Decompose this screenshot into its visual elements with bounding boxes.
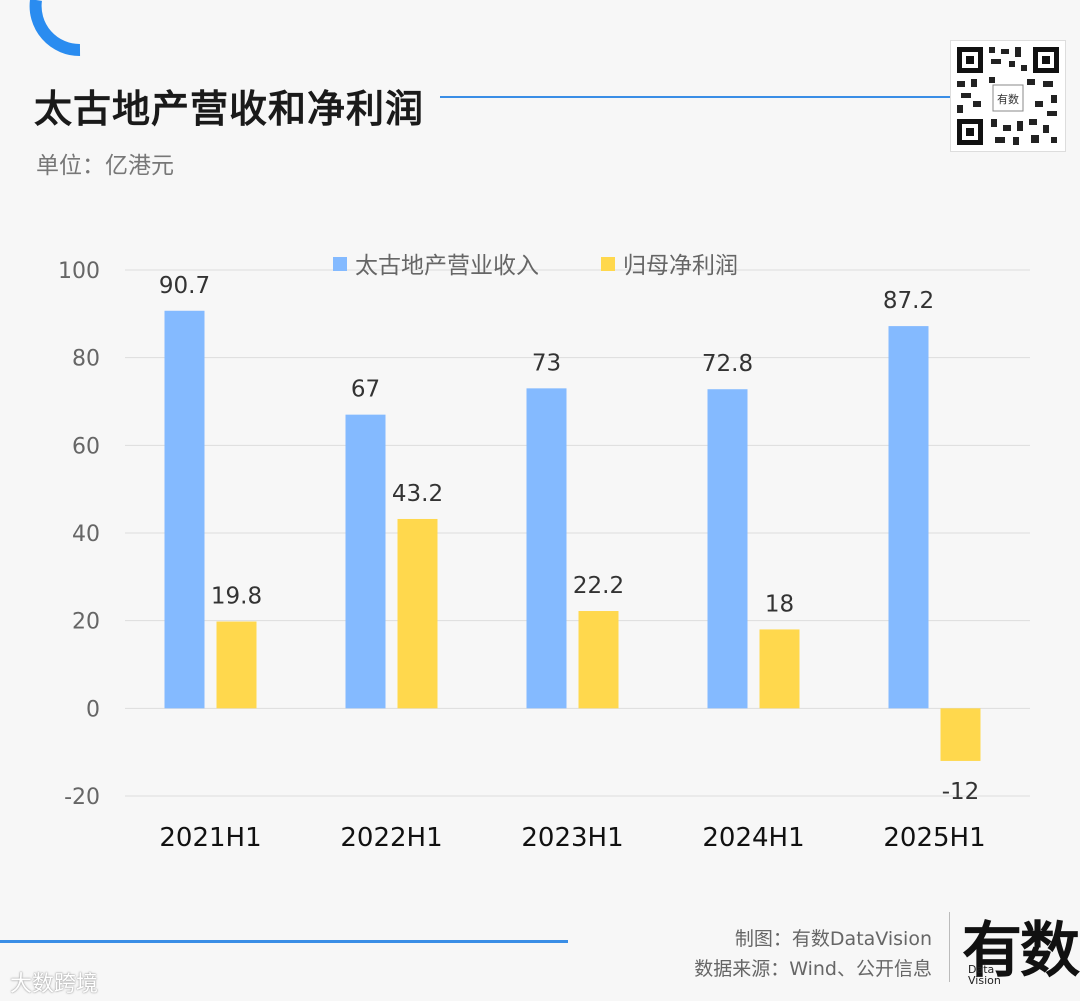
data-label: 43.2 bbox=[392, 481, 443, 507]
data-label: 19.8 bbox=[211, 584, 262, 610]
brand-logo: 有数 bbox=[962, 916, 1080, 986]
profit-bar bbox=[216, 621, 257, 709]
unit-label: 单位：亿港元 bbox=[36, 153, 174, 179]
profit-bar bbox=[940, 708, 981, 761]
y-tick-label: 0 bbox=[86, 697, 100, 722]
bar-chart: 100 80 60 40 20 0 -20 90.7 19.8 67 43.2 73 22.2 72.8… bbox=[58, 253, 1030, 853]
x-category-label: 2023H1 bbox=[521, 823, 623, 853]
data-label: 87.2 bbox=[883, 288, 934, 314]
y-tick-label: -20 bbox=[64, 785, 100, 810]
x-category-label: 2024H1 bbox=[702, 823, 804, 853]
data-label: 67 bbox=[351, 377, 380, 403]
watermark: 大数跨境 bbox=[10, 972, 99, 997]
y-tick-label: 100 bbox=[58, 259, 100, 284]
data-labels: 90.7 19.8 67 43.2 73 22.2 72.8 18 87.2 -12 bbox=[159, 273, 979, 805]
x-axis-categories: 2021H1 2022H1 2023H1 2024H1 2025H1 bbox=[159, 823, 985, 853]
footer-divider bbox=[949, 912, 950, 982]
y-tick-label: 20 bbox=[72, 610, 100, 635]
revenue-bar bbox=[164, 310, 205, 709]
legend-label: 太古地产营业收入 bbox=[355, 253, 539, 279]
x-category-label: 2025H1 bbox=[883, 823, 985, 853]
profit-bar bbox=[759, 629, 800, 709]
legend-swatch-revenue bbox=[333, 257, 347, 271]
revenue-bar bbox=[888, 326, 929, 709]
source-text: 数据来源：Wind、公开信息 bbox=[694, 958, 932, 980]
qr-code-icon: 有数 bbox=[950, 40, 1066, 152]
y-axis-ticks: 100 80 60 40 20 0 -20 bbox=[58, 259, 100, 810]
data-label: 18 bbox=[765, 591, 794, 617]
x-category-label: 2021H1 bbox=[159, 823, 261, 853]
data-label: 73 bbox=[532, 350, 561, 376]
svg-text:有数: 有数 bbox=[997, 92, 1019, 106]
legend-swatch-profit bbox=[601, 257, 615, 271]
grid-lines bbox=[125, 269, 1030, 797]
chart-title: 太古地产营收和净利润 bbox=[34, 87, 425, 131]
credit-text: 制图：有数DataVision bbox=[734, 928, 932, 950]
title-underline bbox=[440, 96, 950, 98]
revenue-bar bbox=[345, 414, 386, 709]
y-tick-label: 80 bbox=[72, 347, 100, 372]
profit-bar bbox=[397, 518, 438, 709]
revenue-bar bbox=[526, 388, 567, 709]
corner-arc-decoration bbox=[29, 0, 81, 57]
bars bbox=[164, 310, 981, 761]
legend: 太古地产营业收入 归母净利润 bbox=[333, 253, 738, 279]
brand-logo-subtitle: Data Vision bbox=[968, 963, 1001, 987]
y-tick-label: 60 bbox=[72, 434, 100, 459]
x-category-label: 2022H1 bbox=[340, 823, 442, 853]
revenue-bar bbox=[707, 389, 748, 709]
y-tick-label: 40 bbox=[72, 522, 100, 547]
data-label: 22.2 bbox=[573, 573, 624, 599]
profit-bar bbox=[578, 611, 619, 709]
data-label: -12 bbox=[942, 779, 980, 805]
footer-accent-line bbox=[0, 940, 568, 943]
legend-label: 归母净利润 bbox=[623, 253, 738, 279]
data-label: 72.8 bbox=[702, 351, 753, 377]
data-label: 90.7 bbox=[159, 273, 210, 299]
